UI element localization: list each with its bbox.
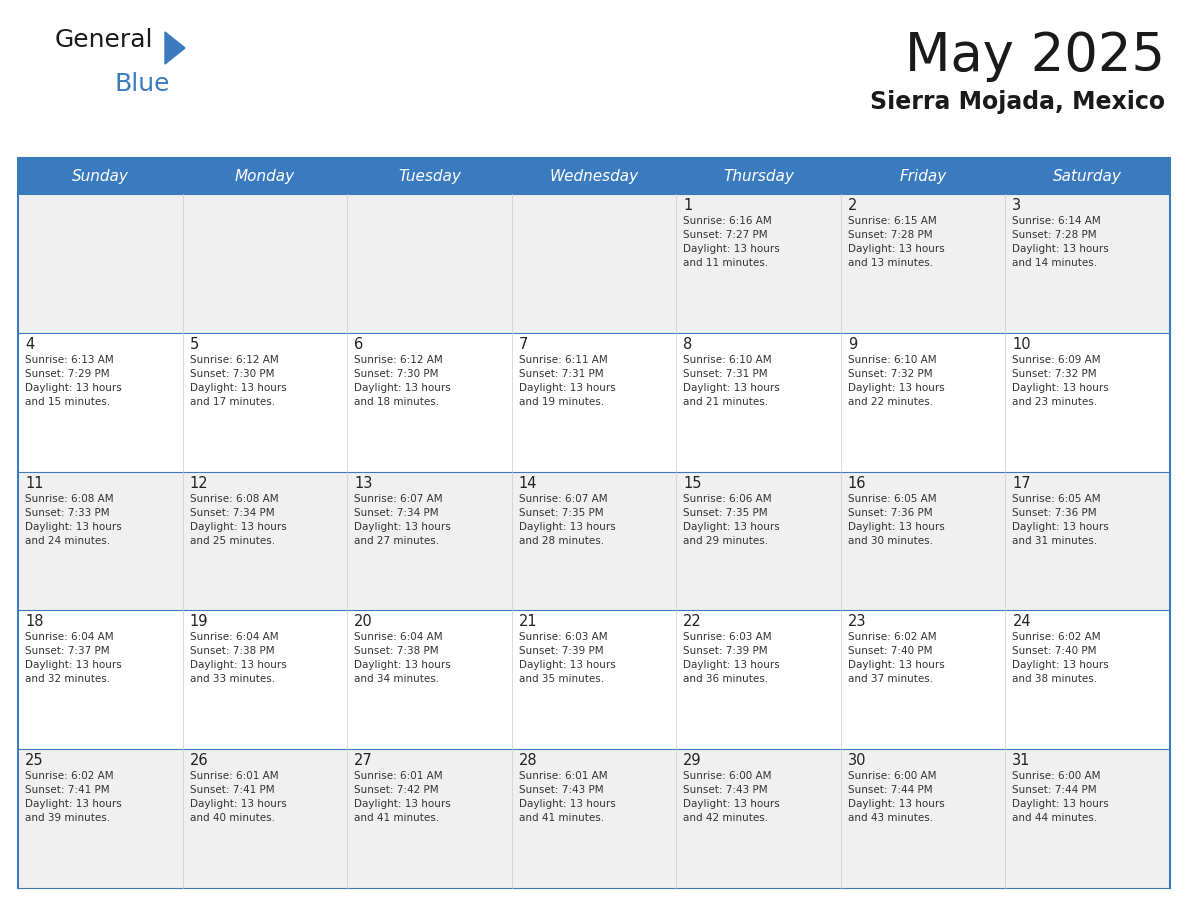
Text: 12: 12 xyxy=(190,476,208,490)
Text: Sunrise: 6:12 AM
Sunset: 7:30 PM
Daylight: 13 hours
and 17 minutes.: Sunrise: 6:12 AM Sunset: 7:30 PM Dayligh… xyxy=(190,354,286,407)
Text: Sunrise: 6:08 AM
Sunset: 7:33 PM
Daylight: 13 hours
and 24 minutes.: Sunrise: 6:08 AM Sunset: 7:33 PM Dayligh… xyxy=(25,494,121,545)
Text: 21: 21 xyxy=(519,614,537,630)
Text: 16: 16 xyxy=(848,476,866,490)
Text: Sunrise: 6:07 AM
Sunset: 7:34 PM
Daylight: 13 hours
and 27 minutes.: Sunrise: 6:07 AM Sunset: 7:34 PM Dayligh… xyxy=(354,494,451,545)
Text: Sunrise: 6:04 AM
Sunset: 7:38 PM
Daylight: 13 hours
and 34 minutes.: Sunrise: 6:04 AM Sunset: 7:38 PM Dayligh… xyxy=(354,633,451,685)
Text: Sunrise: 6:15 AM
Sunset: 7:28 PM
Daylight: 13 hours
and 13 minutes.: Sunrise: 6:15 AM Sunset: 7:28 PM Dayligh… xyxy=(848,216,944,268)
Text: Sunrise: 6:00 AM
Sunset: 7:44 PM
Daylight: 13 hours
and 44 minutes.: Sunrise: 6:00 AM Sunset: 7:44 PM Dayligh… xyxy=(1012,771,1110,823)
Text: 23: 23 xyxy=(848,614,866,630)
Text: Sunday: Sunday xyxy=(71,169,128,184)
Text: Sunrise: 6:03 AM
Sunset: 7:39 PM
Daylight: 13 hours
and 35 minutes.: Sunrise: 6:03 AM Sunset: 7:39 PM Dayligh… xyxy=(519,633,615,685)
Text: 4: 4 xyxy=(25,337,34,352)
Text: 10: 10 xyxy=(1012,337,1031,352)
Text: Sunrise: 6:00 AM
Sunset: 7:43 PM
Daylight: 13 hours
and 42 minutes.: Sunrise: 6:00 AM Sunset: 7:43 PM Dayligh… xyxy=(683,771,781,823)
Text: 19: 19 xyxy=(190,614,208,630)
Text: 3: 3 xyxy=(1012,198,1022,213)
Text: 1: 1 xyxy=(683,198,693,213)
Text: Sunrise: 6:09 AM
Sunset: 7:32 PM
Daylight: 13 hours
and 23 minutes.: Sunrise: 6:09 AM Sunset: 7:32 PM Dayligh… xyxy=(1012,354,1110,407)
Text: Sunrise: 6:01 AM
Sunset: 7:43 PM
Daylight: 13 hours
and 41 minutes.: Sunrise: 6:01 AM Sunset: 7:43 PM Dayligh… xyxy=(519,771,615,823)
Text: 5: 5 xyxy=(190,337,198,352)
Text: Sunrise: 6:02 AM
Sunset: 7:40 PM
Daylight: 13 hours
and 38 minutes.: Sunrise: 6:02 AM Sunset: 7:40 PM Dayligh… xyxy=(1012,633,1110,685)
Bar xyxy=(18,472,1170,610)
Text: Monday: Monday xyxy=(235,169,295,184)
Text: 14: 14 xyxy=(519,476,537,490)
Text: Sunrise: 6:13 AM
Sunset: 7:29 PM
Daylight: 13 hours
and 15 minutes.: Sunrise: 6:13 AM Sunset: 7:29 PM Dayligh… xyxy=(25,354,121,407)
Text: Wednesday: Wednesday xyxy=(549,169,639,184)
Text: 18: 18 xyxy=(25,614,44,630)
Text: 8: 8 xyxy=(683,337,693,352)
Text: 11: 11 xyxy=(25,476,44,490)
Text: 2: 2 xyxy=(848,198,858,213)
Text: Blue: Blue xyxy=(115,72,171,96)
Text: Sunrise: 6:02 AM
Sunset: 7:40 PM
Daylight: 13 hours
and 37 minutes.: Sunrise: 6:02 AM Sunset: 7:40 PM Dayligh… xyxy=(848,633,944,685)
Text: 13: 13 xyxy=(354,476,373,490)
Text: 24: 24 xyxy=(1012,614,1031,630)
Text: Sunrise: 6:10 AM
Sunset: 7:32 PM
Daylight: 13 hours
and 22 minutes.: Sunrise: 6:10 AM Sunset: 7:32 PM Dayligh… xyxy=(848,354,944,407)
Text: General: General xyxy=(55,28,153,52)
Text: 22: 22 xyxy=(683,614,702,630)
Text: Tuesday: Tuesday xyxy=(398,169,461,184)
Text: 25: 25 xyxy=(25,753,44,768)
Text: Sunrise: 6:12 AM
Sunset: 7:30 PM
Daylight: 13 hours
and 18 minutes.: Sunrise: 6:12 AM Sunset: 7:30 PM Dayligh… xyxy=(354,354,451,407)
Text: 9: 9 xyxy=(848,337,857,352)
Text: 29: 29 xyxy=(683,753,702,768)
Text: Friday: Friday xyxy=(899,169,947,184)
Text: Sunrise: 6:01 AM
Sunset: 7:41 PM
Daylight: 13 hours
and 40 minutes.: Sunrise: 6:01 AM Sunset: 7:41 PM Dayligh… xyxy=(190,771,286,823)
Text: Sierra Mojada, Mexico: Sierra Mojada, Mexico xyxy=(870,90,1165,114)
Polygon shape xyxy=(165,32,185,64)
Text: Sunrise: 6:07 AM
Sunset: 7:35 PM
Daylight: 13 hours
and 28 minutes.: Sunrise: 6:07 AM Sunset: 7:35 PM Dayligh… xyxy=(519,494,615,545)
Text: Sunrise: 6:05 AM
Sunset: 7:36 PM
Daylight: 13 hours
and 30 minutes.: Sunrise: 6:05 AM Sunset: 7:36 PM Dayligh… xyxy=(848,494,944,545)
Bar xyxy=(18,194,1170,333)
Text: 26: 26 xyxy=(190,753,208,768)
Text: 31: 31 xyxy=(1012,753,1031,768)
Text: 15: 15 xyxy=(683,476,702,490)
Text: Sunrise: 6:03 AM
Sunset: 7:39 PM
Daylight: 13 hours
and 36 minutes.: Sunrise: 6:03 AM Sunset: 7:39 PM Dayligh… xyxy=(683,633,781,685)
Text: Sunrise: 6:00 AM
Sunset: 7:44 PM
Daylight: 13 hours
and 43 minutes.: Sunrise: 6:00 AM Sunset: 7:44 PM Dayligh… xyxy=(848,771,944,823)
Text: Sunrise: 6:05 AM
Sunset: 7:36 PM
Daylight: 13 hours
and 31 minutes.: Sunrise: 6:05 AM Sunset: 7:36 PM Dayligh… xyxy=(1012,494,1110,545)
Bar xyxy=(18,610,1170,749)
Text: 27: 27 xyxy=(354,753,373,768)
Text: 30: 30 xyxy=(848,753,866,768)
Text: Sunrise: 6:10 AM
Sunset: 7:31 PM
Daylight: 13 hours
and 21 minutes.: Sunrise: 6:10 AM Sunset: 7:31 PM Dayligh… xyxy=(683,354,781,407)
Text: 28: 28 xyxy=(519,753,537,768)
Text: 17: 17 xyxy=(1012,476,1031,490)
Text: Sunrise: 6:06 AM
Sunset: 7:35 PM
Daylight: 13 hours
and 29 minutes.: Sunrise: 6:06 AM Sunset: 7:35 PM Dayligh… xyxy=(683,494,781,545)
Text: Saturday: Saturday xyxy=(1054,169,1123,184)
Text: 20: 20 xyxy=(354,614,373,630)
Text: Sunrise: 6:11 AM
Sunset: 7:31 PM
Daylight: 13 hours
and 19 minutes.: Sunrise: 6:11 AM Sunset: 7:31 PM Dayligh… xyxy=(519,354,615,407)
Text: 7: 7 xyxy=(519,337,529,352)
Text: Sunrise: 6:04 AM
Sunset: 7:38 PM
Daylight: 13 hours
and 33 minutes.: Sunrise: 6:04 AM Sunset: 7:38 PM Dayligh… xyxy=(190,633,286,685)
Bar xyxy=(18,158,1170,194)
Text: Sunrise: 6:02 AM
Sunset: 7:41 PM
Daylight: 13 hours
and 39 minutes.: Sunrise: 6:02 AM Sunset: 7:41 PM Dayligh… xyxy=(25,771,121,823)
Bar xyxy=(18,749,1170,888)
Text: Sunrise: 6:16 AM
Sunset: 7:27 PM
Daylight: 13 hours
and 11 minutes.: Sunrise: 6:16 AM Sunset: 7:27 PM Dayligh… xyxy=(683,216,781,268)
Text: Sunrise: 6:14 AM
Sunset: 7:28 PM
Daylight: 13 hours
and 14 minutes.: Sunrise: 6:14 AM Sunset: 7:28 PM Dayligh… xyxy=(1012,216,1110,268)
Bar xyxy=(18,333,1170,472)
Text: Sunrise: 6:01 AM
Sunset: 7:42 PM
Daylight: 13 hours
and 41 minutes.: Sunrise: 6:01 AM Sunset: 7:42 PM Dayligh… xyxy=(354,771,451,823)
Text: 6: 6 xyxy=(354,337,364,352)
Text: Sunrise: 6:08 AM
Sunset: 7:34 PM
Daylight: 13 hours
and 25 minutes.: Sunrise: 6:08 AM Sunset: 7:34 PM Dayligh… xyxy=(190,494,286,545)
Text: May 2025: May 2025 xyxy=(905,30,1165,82)
Text: Sunrise: 6:04 AM
Sunset: 7:37 PM
Daylight: 13 hours
and 32 minutes.: Sunrise: 6:04 AM Sunset: 7:37 PM Dayligh… xyxy=(25,633,121,685)
Text: Thursday: Thursday xyxy=(723,169,794,184)
